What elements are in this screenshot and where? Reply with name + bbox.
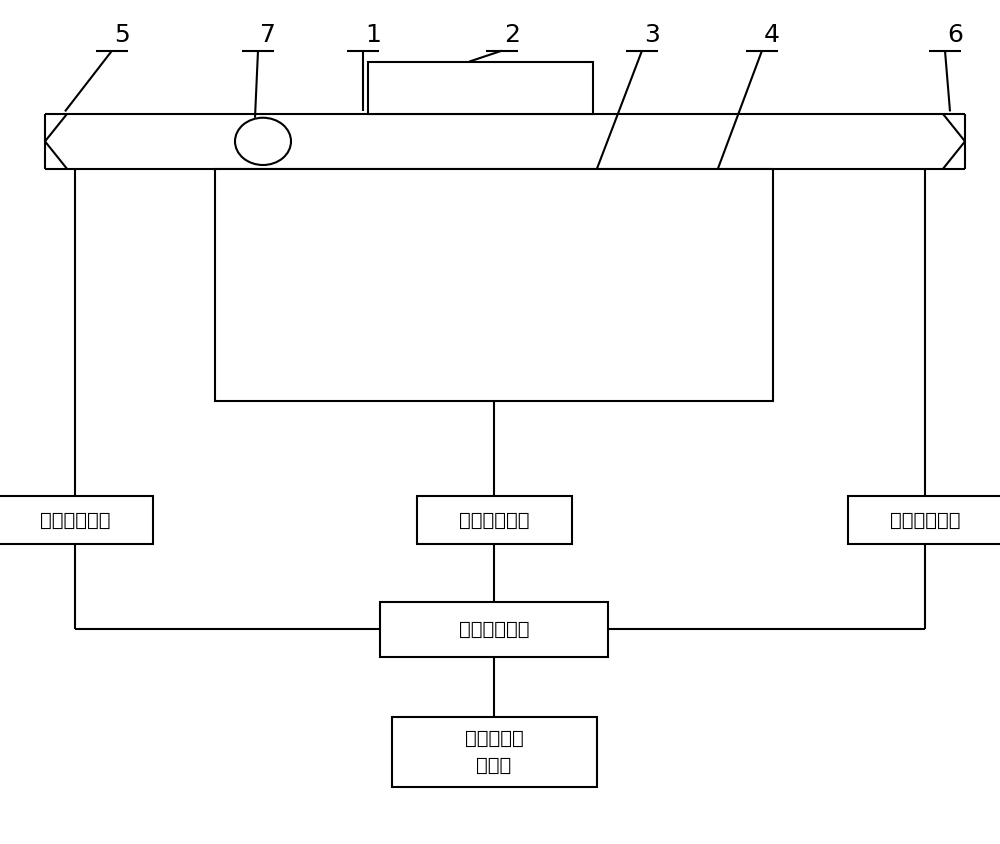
Bar [416,496,572,544]
Bar [392,717,596,787]
Text: 2: 2 [504,24,520,47]
Text: 第一测温元件: 第一测温元件 [40,511,110,530]
Bar [368,62,593,114]
Text: 1: 1 [365,24,381,47]
Bar [380,602,608,657]
Text: 算模块: 算模块 [476,756,512,775]
Text: 5: 5 [114,24,130,47]
Text: 4: 4 [764,24,780,47]
Text: 第二测温元件: 第二测温元件 [890,511,960,530]
Bar [0,496,152,544]
Text: 3: 3 [644,24,660,47]
Text: 第三测温元件: 第三测温元件 [459,511,529,530]
Text: 换热系数计: 换热系数计 [465,729,523,748]
Bar [848,496,1000,544]
Text: 6: 6 [947,24,963,47]
Text: 7: 7 [260,24,276,47]
Bar [215,169,773,401]
Circle shape [235,118,291,165]
Text: 温度采集系统: 温度采集系统 [459,619,529,639]
